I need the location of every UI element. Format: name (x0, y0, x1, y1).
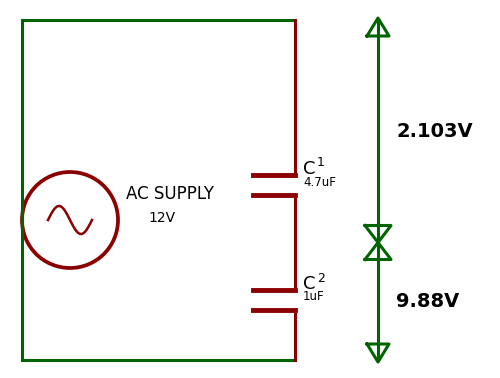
Text: C: C (303, 160, 316, 178)
Text: 4.7uF: 4.7uF (303, 175, 336, 189)
Text: 1: 1 (317, 156, 325, 169)
Text: AC SUPPLY: AC SUPPLY (126, 184, 214, 203)
Text: 12V: 12V (148, 211, 175, 225)
Text: 2: 2 (317, 271, 325, 285)
Text: 2.103V: 2.103V (396, 122, 472, 141)
Text: 1uF: 1uF (303, 291, 324, 304)
Text: C: C (303, 275, 316, 293)
Text: 9.88V: 9.88V (396, 292, 459, 311)
